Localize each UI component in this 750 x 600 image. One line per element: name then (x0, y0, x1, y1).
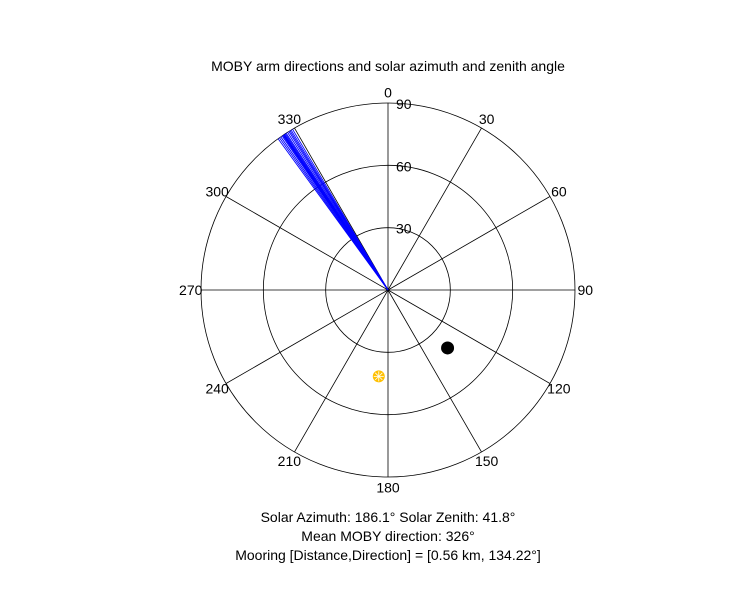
mooring-marker (441, 341, 455, 355)
angle-tick-label-210: 210 (278, 453, 302, 469)
sun-ray-3 (374, 376, 380, 381)
angle-tick-label-0: 0 (384, 85, 392, 101)
angle-tick-label-330: 330 (278, 111, 302, 127)
radial-tick-label-60: 60 (396, 158, 412, 174)
radial-tick-label-90: 90 (396, 96, 412, 112)
angle-tick-label-240: 240 (205, 381, 229, 397)
spoke-30 (387, 127, 482, 291)
solar-annotation: Solar Azimuth: 186.1° Solar Zenith: 41.8… (260, 509, 516, 525)
angle-tick-label-150: 150 (475, 453, 499, 469)
sun-marker (372, 370, 385, 383)
radial-tick-label-30: 30 (396, 221, 412, 237)
tick-labels: 0 30 60 90 120 150 180 210 240 270 300 330 30 60 90 (179, 85, 593, 496)
polar-grid (200, 102, 576, 478)
spoke-210 (294, 289, 389, 453)
spoke-240 (225, 289, 389, 384)
mooring-annotation: Mooring [Distance,Direction] = [0.56 km,… (235, 547, 541, 563)
angle-tick-label-60: 60 (551, 183, 567, 199)
spoke-120 (387, 289, 551, 384)
sun-ray-7 (378, 372, 383, 377)
sun-ray-5 (374, 372, 380, 377)
spoke-60 (387, 196, 551, 291)
sun-ray-1 (378, 376, 383, 381)
angle-tick-label-30: 30 (479, 111, 495, 127)
angle-tick-label-270: 270 (179, 282, 203, 298)
moby-arm-line-14 (292, 128, 389, 291)
spoke-300 (225, 196, 389, 291)
data-marks (277, 128, 455, 383)
angle-tick-label-120: 120 (547, 381, 571, 397)
chart-title: MOBY arm directions and solar azimuth an… (211, 58, 565, 74)
angle-tick-label-90: 90 (577, 282, 593, 298)
angle-tick-label-180: 180 (376, 479, 400, 495)
angle-tick-label-300: 300 (205, 183, 229, 199)
spoke-150 (387, 289, 482, 453)
moby-direction-annotation: Mean MOBY direction: 326° (301, 528, 475, 544)
